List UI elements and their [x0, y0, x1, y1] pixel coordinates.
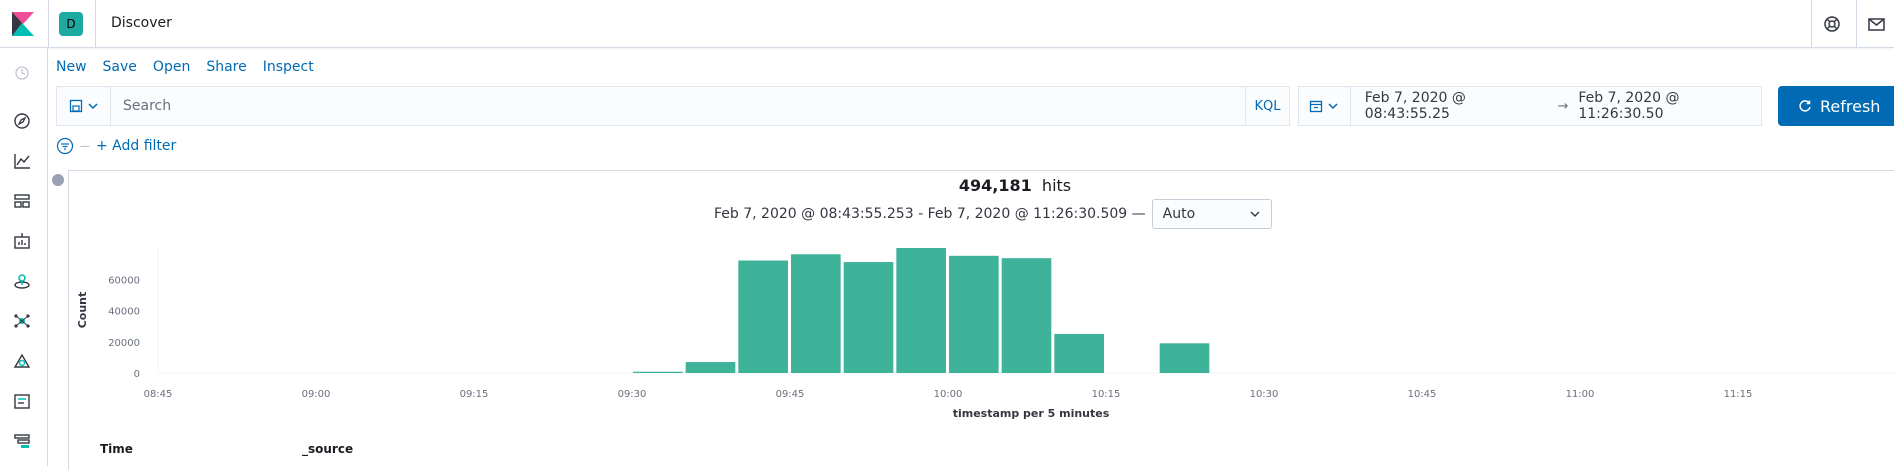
interval-select[interactable]: Auto	[1151, 199, 1272, 229]
histogram-bar	[791, 254, 841, 373]
header-divider	[1811, 0, 1812, 48]
chevron-down-icon	[87, 103, 98, 110]
discover-icon[interactable]	[12, 111, 32, 131]
hits-number: 494,181	[958, 176, 1032, 195]
refresh-label: Refresh	[1820, 96, 1881, 116]
histogram-bar	[1001, 258, 1052, 373]
filter-bar: — + Add filter	[56, 136, 176, 156]
y-tick-label: 0	[134, 369, 140, 380]
y-axis-title: Count	[76, 292, 89, 329]
inspect-button[interactable]: Inspect	[262, 59, 314, 75]
histogram-bar	[843, 262, 894, 373]
collapse-sidebar-icon[interactable]	[52, 174, 64, 186]
column-header-time[interactable]: Time	[100, 442, 133, 456]
recently-viewed-icon[interactable]	[12, 63, 32, 83]
x-tick-label: 09:00	[302, 389, 331, 400]
add-filter-button[interactable]: + Add filter	[96, 138, 177, 154]
mail-icon[interactable]	[1866, 14, 1886, 34]
top-menu: New Save Open Share Inspect	[56, 59, 314, 75]
x-axis-title: timestamp per 5 minutes	[953, 407, 1110, 420]
save-disk-icon	[69, 99, 82, 113]
infrastructure-icon[interactable]	[12, 351, 32, 371]
visualize-icon[interactable]	[12, 151, 32, 171]
filter-options-icon[interactable]	[56, 137, 74, 155]
chevron-down-icon	[1250, 211, 1260, 217]
query-bar: KQL	[56, 86, 1290, 126]
x-tick-label: 09:45	[776, 389, 805, 400]
chevron-down-icon	[1328, 103, 1338, 110]
x-tick-label: 11:00	[1566, 389, 1595, 400]
x-tick-label: 10:30	[1250, 389, 1279, 400]
x-tick-label: 08:45	[144, 389, 173, 400]
y-tick-label: 20000	[108, 338, 140, 349]
histogram-bar	[633, 371, 683, 373]
hits-label: hits	[1041, 176, 1072, 195]
calendar-icon	[1310, 100, 1323, 113]
kibana-logo-icon[interactable]	[12, 12, 34, 36]
maps-icon[interactable]	[12, 271, 32, 291]
interval-value: Auto	[1162, 206, 1196, 222]
histogram-bar	[896, 248, 946, 373]
filter-divider: —	[80, 140, 90, 152]
save-button[interactable]: Save	[102, 59, 137, 75]
x-tick-label: 10:15	[1092, 389, 1121, 400]
header-divider	[48, 0, 49, 48]
date-picker: Feb 7, 2020 @ 08:43:55.25 → Feb 7, 2020 …	[1298, 86, 1762, 126]
apm-icon[interactable]	[12, 431, 32, 451]
help-icon[interactable]	[1822, 14, 1842, 34]
search-input[interactable]	[111, 87, 1245, 125]
side-nav	[0, 48, 48, 466]
end-date[interactable]: Feb 7, 2020 @ 11:26:30.50	[1578, 90, 1680, 122]
quick-menu-button[interactable]	[1299, 87, 1351, 125]
histogram-chart: 0 20000 40000 60000 Count 08:45 09:00 09:15 09:3…	[76, 248, 1894, 420]
top-header: D Discover	[0, 0, 1894, 48]
new-button[interactable]: New	[56, 59, 87, 75]
hits-count: 494,181 hits	[0, 176, 1894, 195]
open-button[interactable]: Open	[152, 59, 191, 75]
x-tick-label: 09:30	[618, 389, 647, 400]
header-divider	[1856, 0, 1857, 48]
column-header-source[interactable]: _source	[302, 442, 354, 456]
y-tick-label: 60000	[108, 275, 140, 286]
start-date[interactable]: Feb 7, 2020 @ 08:43:55.25	[1364, 90, 1466, 122]
histogram-bar	[738, 260, 788, 373]
x-tick-label: 11:15	[1724, 389, 1753, 400]
x-tick-label: 10:45	[1408, 389, 1437, 400]
page-title: Discover	[111, 15, 172, 31]
results-panel	[68, 170, 1894, 470]
x-tick-label: 10:00	[934, 389, 963, 400]
x-tick-label: 09:15	[460, 389, 489, 400]
histogram-bar	[685, 362, 736, 373]
header-divider	[95, 0, 96, 48]
canvas-icon[interactable]	[12, 231, 32, 251]
dashboard-icon[interactable]	[12, 191, 32, 211]
histogram-bar	[1159, 343, 1210, 373]
logs-icon[interactable]	[12, 391, 32, 411]
range-text: Feb 7, 2020 @ 08:43:55.253 - Feb 7, 2020…	[714, 206, 1146, 222]
histogram-bar	[949, 255, 999, 373]
y-tick-label: 40000	[108, 307, 140, 318]
kql-button[interactable]: KQL	[1245, 87, 1289, 125]
histogram-bar	[1054, 333, 1104, 373]
time-range-summary: Feb 7, 2020 @ 08:43:55.253 - Feb 7, 2020…	[714, 198, 1272, 230]
refresh-icon	[1799, 100, 1811, 112]
arrow-right-icon: →	[1557, 98, 1569, 114]
refresh-button[interactable]: Refresh	[1778, 86, 1894, 126]
ml-icon[interactable]	[12, 311, 32, 331]
saved-queries-button[interactable]	[57, 87, 111, 125]
space-avatar[interactable]: D	[59, 12, 83, 36]
share-button[interactable]: Share	[206, 59, 247, 75]
